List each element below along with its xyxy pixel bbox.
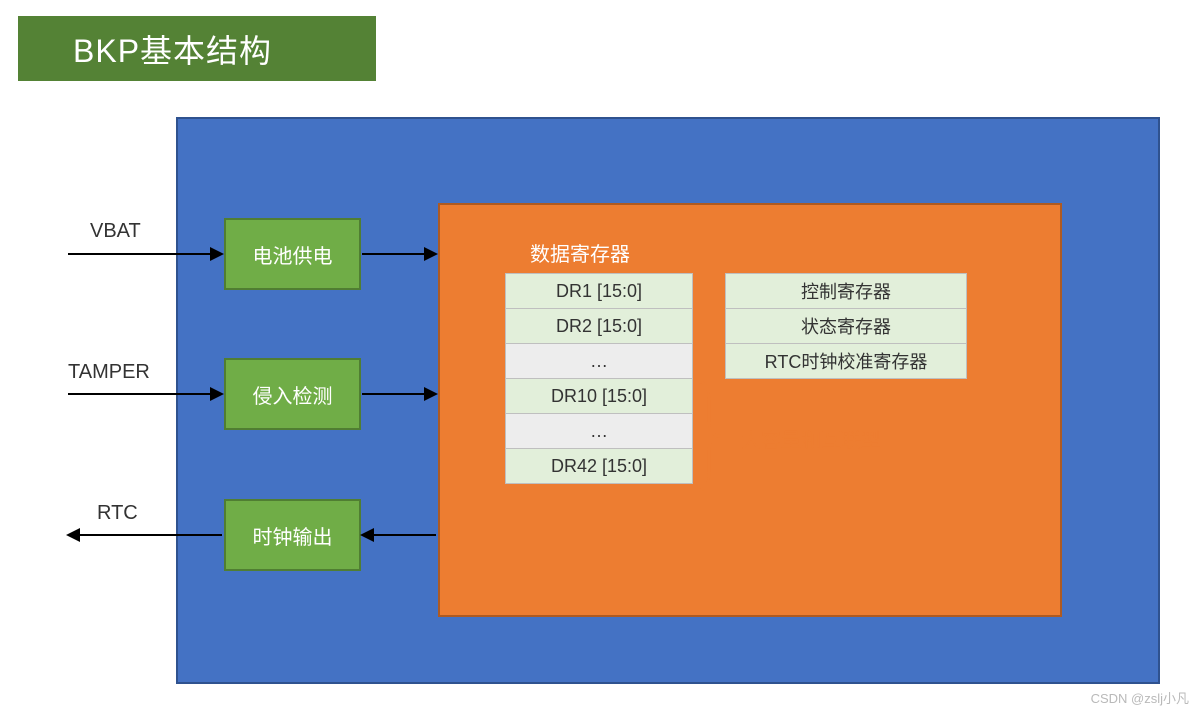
arrow-rtc [68, 534, 222, 536]
input-label-rtc: RTC [97, 502, 138, 525]
title-bar: BKP基本结构 [18, 16, 376, 81]
module-box-0: 电池供电 [224, 218, 361, 290]
module-box-1: 侵入检测 [224, 358, 361, 430]
module-box-2: 时钟输出 [224, 499, 361, 571]
brace-icon [697, 380, 727, 492]
inner-arrow-0 [362, 253, 436, 255]
arrow-tamper [68, 393, 222, 395]
other-register-row: 状态寄存器 [725, 308, 967, 344]
data-register-table: DR1 [15:0]DR2 [15:0]…DR10 [15:0]…DR42 [1… [505, 273, 693, 484]
brace-label: 大容量和互联型 [741, 424, 881, 453]
arrow-vbat [68, 253, 222, 255]
data-register-row: DR42 [15:0] [505, 448, 693, 484]
data-register-row: … [505, 343, 693, 379]
data-register-header: 数据寄存器 [530, 238, 630, 267]
other-register-row: RTC时钟校准寄存器 [725, 343, 967, 379]
title-text: BKP基本结构 [73, 26, 272, 72]
inner-arrow-2 [362, 534, 436, 536]
input-label-vbat: VBAT [90, 220, 141, 243]
watermark: CSDN @zslj小凡 [1091, 688, 1189, 707]
other-register-table: 控制寄存器状态寄存器RTC时钟校准寄存器 [725, 273, 967, 379]
data-register-row: … [505, 413, 693, 449]
input-label-tamper: TAMPER [68, 361, 150, 384]
data-register-row: DR1 [15:0] [505, 273, 693, 309]
inner-arrow-1 [362, 393, 436, 395]
data-register-row: DR2 [15:0] [505, 308, 693, 344]
data-register-row: DR10 [15:0] [505, 378, 693, 414]
other-register-row: 控制寄存器 [725, 273, 967, 309]
